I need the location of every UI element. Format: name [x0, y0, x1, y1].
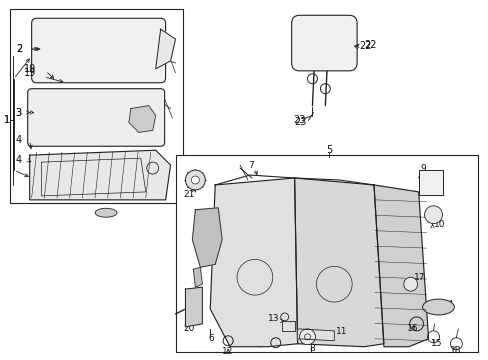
Circle shape — [299, 329, 315, 345]
Text: 6: 6 — [208, 334, 214, 343]
Text: 2: 2 — [16, 44, 22, 54]
Bar — [10, 9, 183, 203]
Text: 23: 23 — [293, 116, 305, 126]
Polygon shape — [193, 267, 202, 287]
Text: 20: 20 — [183, 324, 194, 333]
Text: 9: 9 — [420, 163, 426, 172]
Text: 3: 3 — [16, 108, 22, 117]
Circle shape — [403, 277, 417, 291]
Text: 19: 19 — [24, 68, 36, 78]
Polygon shape — [192, 208, 222, 267]
Text: 1: 1 — [4, 116, 10, 126]
FancyBboxPatch shape — [32, 18, 165, 83]
Text: 15: 15 — [429, 339, 441, 348]
Text: 11: 11 — [336, 327, 347, 336]
Text: 19: 19 — [24, 64, 36, 74]
FancyBboxPatch shape — [28, 89, 164, 146]
Text: 7: 7 — [247, 161, 253, 170]
Text: 10: 10 — [433, 220, 444, 229]
Polygon shape — [30, 150, 170, 200]
Text: 1: 1 — [4, 116, 10, 126]
Text: 4: 4 — [16, 155, 22, 165]
Circle shape — [185, 170, 205, 190]
Text: 22: 22 — [364, 40, 376, 50]
Text: 23: 23 — [294, 117, 306, 127]
Text: 13: 13 — [267, 314, 279, 323]
Polygon shape — [373, 185, 427, 347]
Text: 16: 16 — [406, 324, 417, 333]
Text: 2: 2 — [16, 44, 22, 54]
Text: 4: 4 — [16, 135, 22, 145]
Polygon shape — [210, 178, 297, 347]
Polygon shape — [185, 287, 202, 327]
Ellipse shape — [422, 299, 453, 315]
Text: 21: 21 — [183, 190, 194, 199]
Text: 8: 8 — [309, 344, 315, 353]
Circle shape — [191, 176, 199, 184]
Ellipse shape — [95, 208, 117, 217]
Polygon shape — [129, 105, 155, 132]
FancyBboxPatch shape — [291, 15, 356, 71]
Text: 22: 22 — [358, 41, 371, 51]
Polygon shape — [297, 329, 334, 341]
Text: 18: 18 — [449, 346, 461, 355]
Polygon shape — [294, 178, 383, 347]
Bar — [418, 170, 443, 195]
Polygon shape — [155, 29, 175, 69]
Text: 14: 14 — [443, 300, 454, 309]
Text: 3: 3 — [16, 108, 22, 117]
Text: 12: 12 — [222, 347, 233, 356]
Text: 17: 17 — [413, 273, 424, 282]
Text: 5: 5 — [325, 145, 332, 155]
Circle shape — [424, 206, 442, 224]
Bar — [175, 155, 477, 352]
